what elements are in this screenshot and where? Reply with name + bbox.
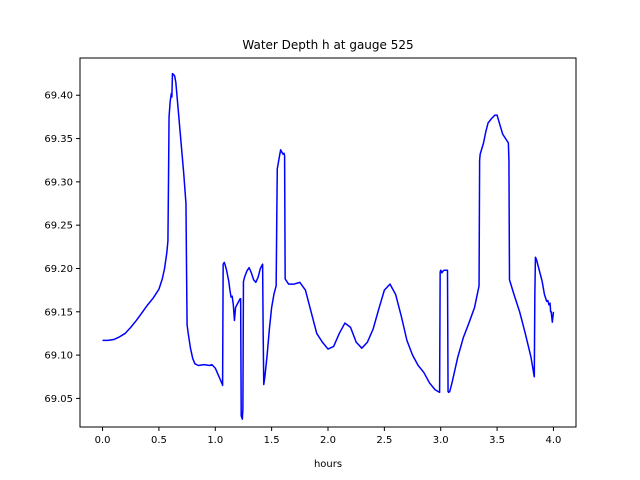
x-tick-label: 0.5 (151, 435, 167, 446)
series-line (102, 72, 555, 420)
x-tick-label: 4.0 (546, 435, 562, 446)
x-tick-label: 3.5 (489, 435, 505, 446)
y-tick-label: 69.05 (44, 394, 73, 405)
y-tick-label: 69.25 (44, 221, 73, 232)
y-tick-label: 69.20 (44, 264, 73, 275)
x-axis-label: hours (314, 459, 342, 470)
y-tick-label: 69.10 (44, 351, 73, 362)
y-tick-label: 69.15 (44, 307, 73, 318)
y-tick-label: 69.40 (44, 91, 73, 102)
x-tick-label: 3.0 (433, 435, 449, 446)
y-tick-label: 69.30 (44, 177, 73, 188)
x-tick-label: 1.5 (264, 435, 280, 446)
chart-title: Water Depth h at gauge 525 (242, 38, 413, 52)
x-axis-ticks: 0.0 0.5 1.0 1.5 2.0 2.5 3.0 3.5 4.0 (95, 427, 562, 446)
x-tick-label: 2.0 (320, 435, 336, 446)
x-tick-label: 1.0 (207, 435, 223, 446)
plot-series (102, 72, 555, 420)
y-tick-label: 69.35 (44, 134, 73, 145)
plot-frame (79, 57, 577, 428)
x-tick-label: 0.0 (95, 435, 111, 446)
x-tick-label: 2.5 (376, 435, 392, 446)
y-axis-ticks: 69.05 69.10 69.15 69.20 69.25 69.30 69.35 69.40 (44, 91, 80, 405)
